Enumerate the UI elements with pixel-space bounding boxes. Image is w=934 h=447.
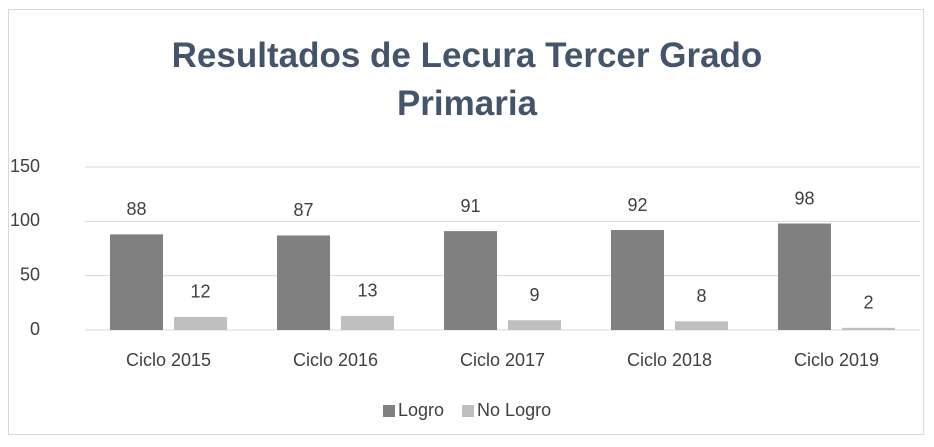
data-label: 2: [863, 293, 873, 313]
bar: [611, 230, 664, 330]
data-label: 92: [627, 195, 647, 215]
legend-label: Logro: [398, 400, 444, 420]
legend-label: No Logro: [477, 400, 551, 420]
x-tick-label: Ciclo 2018: [627, 350, 712, 370]
chart-title: Resultados de Lecura Tercer Grado Primar…: [171, 36, 763, 123]
y-tick-label: 50: [20, 264, 40, 284]
y-tick-label: 0: [30, 319, 40, 339]
data-label: 87: [293, 200, 313, 220]
x-tick-label: Ciclo 2015: [126, 350, 211, 370]
bar: [778, 223, 831, 330]
data-label: 13: [357, 281, 377, 301]
x-tick-label: Ciclo 2016: [293, 350, 378, 370]
legend-swatch: [462, 405, 475, 417]
bar: [277, 235, 330, 330]
chart-frame: [8, 9, 924, 435]
bar: [508, 320, 561, 330]
y-tick-label: 150: [10, 156, 40, 176]
data-label: 88: [126, 199, 146, 219]
bar: [842, 327, 895, 330]
x-tick-label: Ciclo 2019: [794, 350, 879, 370]
bar: [110, 234, 163, 330]
bar: [341, 315, 394, 330]
legend-swatch: [383, 405, 395, 417]
data-label: 8: [696, 286, 706, 306]
y-tick-label: 100: [10, 210, 40, 230]
bar: [675, 321, 728, 330]
bar: [174, 316, 227, 330]
data-label: 12: [190, 282, 210, 302]
data-label: 9: [529, 285, 539, 305]
bar: [444, 231, 497, 330]
x-tick-label: Ciclo 2017: [460, 350, 545, 370]
data-label: 98: [794, 188, 814, 208]
data-label: 91: [460, 196, 480, 216]
